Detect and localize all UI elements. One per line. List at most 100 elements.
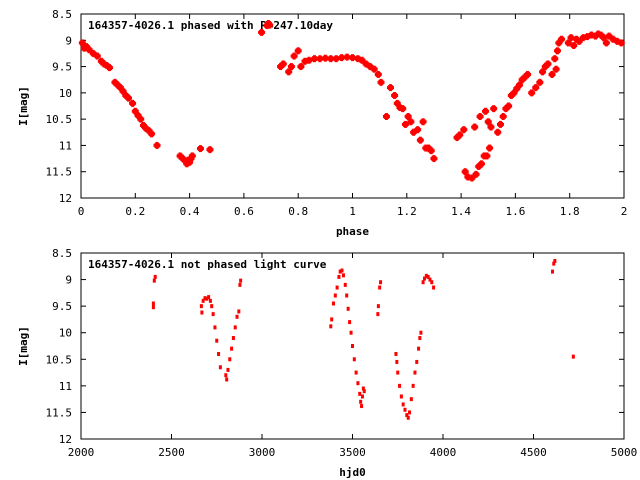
unphased-light-curve-panel: 2000 2500 3000 3500 4000 4500 5000 8.5 9 9.5 10 10.… — [17, 247, 637, 479]
data-point — [496, 120, 504, 128]
data-point — [483, 152, 491, 160]
data-point — [340, 268, 344, 273]
data-point — [201, 298, 205, 303]
data-point — [287, 63, 295, 71]
data-point — [343, 53, 351, 61]
data-point — [199, 304, 203, 309]
data-point — [352, 357, 356, 362]
data-point — [401, 402, 405, 407]
data-points — [78, 19, 625, 182]
data-point — [116, 84, 124, 92]
data-point — [297, 63, 305, 71]
plot-frame — [80, 13, 625, 199]
data-point — [477, 160, 485, 168]
x-tick-label: 2 — [621, 205, 628, 218]
data-point — [475, 162, 483, 170]
data-point — [528, 89, 536, 97]
data-point — [413, 370, 417, 375]
data-point — [228, 357, 232, 362]
data-point — [129, 99, 137, 107]
x-axis-label: hjd0 — [339, 466, 366, 479]
data-point — [215, 338, 219, 343]
data-point — [106, 64, 114, 72]
data-point — [484, 118, 492, 126]
y-tick-label: 9.5 — [52, 61, 72, 74]
data-point — [100, 60, 108, 68]
data-point — [552, 65, 560, 73]
x-tick-label: 0.2 — [125, 205, 145, 218]
data-point — [211, 312, 215, 317]
data-point — [395, 359, 399, 364]
y-tick-label: 9 — [65, 34, 72, 47]
data-point — [419, 118, 427, 126]
data-point — [321, 54, 329, 62]
data-point — [188, 152, 196, 160]
data-point — [335, 285, 339, 290]
data-point — [279, 60, 287, 68]
data-point — [338, 54, 346, 62]
data-point — [376, 312, 380, 317]
data-point — [330, 317, 334, 322]
y-tick-label: 10 — [59, 327, 72, 340]
data-point — [329, 324, 333, 329]
data-point — [410, 128, 418, 136]
data-point — [210, 304, 214, 309]
data-point — [572, 35, 580, 43]
data-point — [425, 144, 433, 152]
data-point — [125, 94, 133, 102]
data-point — [494, 128, 502, 136]
data-point — [148, 130, 156, 138]
data-point — [356, 381, 360, 386]
data-point — [416, 136, 424, 144]
y-tick-label: 11.5 — [46, 166, 73, 179]
data-point — [570, 42, 578, 50]
data-point — [89, 49, 97, 57]
x-tick-label: 1 — [349, 205, 356, 218]
plot-title: 164357-4026.1 not phased light curve — [88, 258, 327, 271]
data-point — [387, 84, 395, 92]
x-tick-label: 5000 — [611, 446, 638, 459]
data-point — [366, 63, 374, 71]
data-point — [153, 274, 157, 279]
data-point — [139, 121, 147, 129]
data-point — [408, 410, 412, 415]
data-point — [521, 73, 529, 81]
data-point — [122, 91, 130, 99]
data-point — [218, 365, 222, 370]
data-point — [377, 78, 385, 86]
y-tick-label: 10.5 — [46, 113, 73, 126]
y-tick-label: 11 — [59, 380, 72, 393]
data-point — [176, 152, 184, 160]
data-point — [401, 120, 409, 128]
data-point — [196, 145, 204, 153]
data-point — [575, 37, 583, 45]
data-point — [399, 105, 407, 113]
data-point — [499, 113, 507, 121]
data-point — [360, 394, 364, 399]
y-axis-label: I[mag] — [17, 326, 30, 366]
data-point — [505, 102, 513, 110]
x-tick-label: 1.6 — [505, 205, 525, 218]
data-point — [396, 370, 400, 375]
data-point — [379, 280, 383, 285]
data-point — [423, 276, 427, 281]
data-point — [418, 336, 422, 341]
data-point — [333, 293, 337, 298]
x-tick-label: 0 — [78, 205, 85, 218]
data-point — [230, 346, 234, 351]
x-tick-label: 0.6 — [234, 205, 254, 218]
data-point — [571, 354, 575, 359]
data-point — [524, 70, 532, 78]
data-point — [341, 273, 345, 278]
data-point — [285, 68, 293, 76]
data-point — [472, 170, 480, 178]
data-point — [398, 383, 402, 388]
data-point — [382, 113, 390, 121]
data-point — [224, 373, 228, 378]
data-point — [338, 269, 342, 274]
data-point — [421, 280, 425, 285]
data-point — [183, 160, 191, 168]
data-point — [82, 43, 90, 51]
data-point — [343, 282, 347, 287]
data-point — [203, 296, 207, 301]
